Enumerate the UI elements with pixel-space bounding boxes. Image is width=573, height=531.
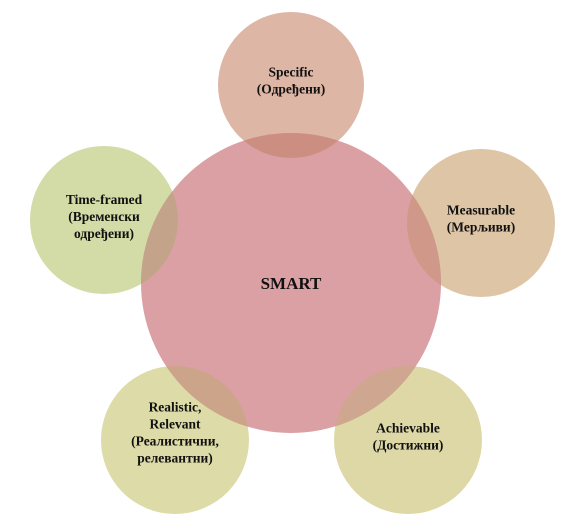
petal-time-framed-label-line: одређени) [74, 226, 134, 241]
petal-time-framed-circle [30, 146, 178, 294]
center-label: SMART [261, 274, 322, 293]
petal-realistic-label: Realistic, Relevant (Реалистични, релевантн… [131, 400, 219, 466]
petal-realistic-label-line: Relevant [150, 417, 201, 432]
diagram-labels: SMART Specific (Одређени) Measurable (Мерљив… [66, 65, 515, 466]
center-smart-circle [141, 133, 441, 433]
petal-measurable-label: Measurable (Мерљиви) [447, 203, 515, 235]
petal-achievable-label-line: Achievable [376, 421, 440, 436]
overlap-regions [141, 133, 441, 433]
petal-specific-label-line: Specific [269, 65, 314, 80]
petal-realistic-label-line: Realistic, [149, 400, 202, 415]
overlap-realistic [141, 366, 249, 433]
petal-specific-label: Specific (Одређени) [257, 65, 325, 97]
petal-achievable-label-line: (Достижни) [373, 438, 444, 453]
overlap-achievable [334, 366, 441, 433]
petal-time-framed-label: Time-framed (Временски одређени) [66, 192, 143, 241]
petal-time-framed-label-line: (Временски [68, 209, 140, 224]
petal-realistic-label-line: релевантни) [137, 451, 213, 466]
petal-circles [30, 12, 555, 514]
petal-achievable-label: Achievable (Достижни) [373, 421, 444, 453]
petal-realistic-label-line: (Реалистични, [131, 434, 219, 449]
center-circle-group [141, 133, 441, 433]
petal-measurable-label-line: Measurable [447, 203, 515, 218]
petal-measurable-label-line: (Мерљиви) [447, 220, 515, 235]
petal-specific-label-line: (Одређени) [257, 82, 325, 97]
petal-time-framed-label-line: Time-framed [66, 192, 143, 207]
petal-measurable-circle [407, 149, 555, 297]
petal-specific-circle [218, 12, 364, 158]
